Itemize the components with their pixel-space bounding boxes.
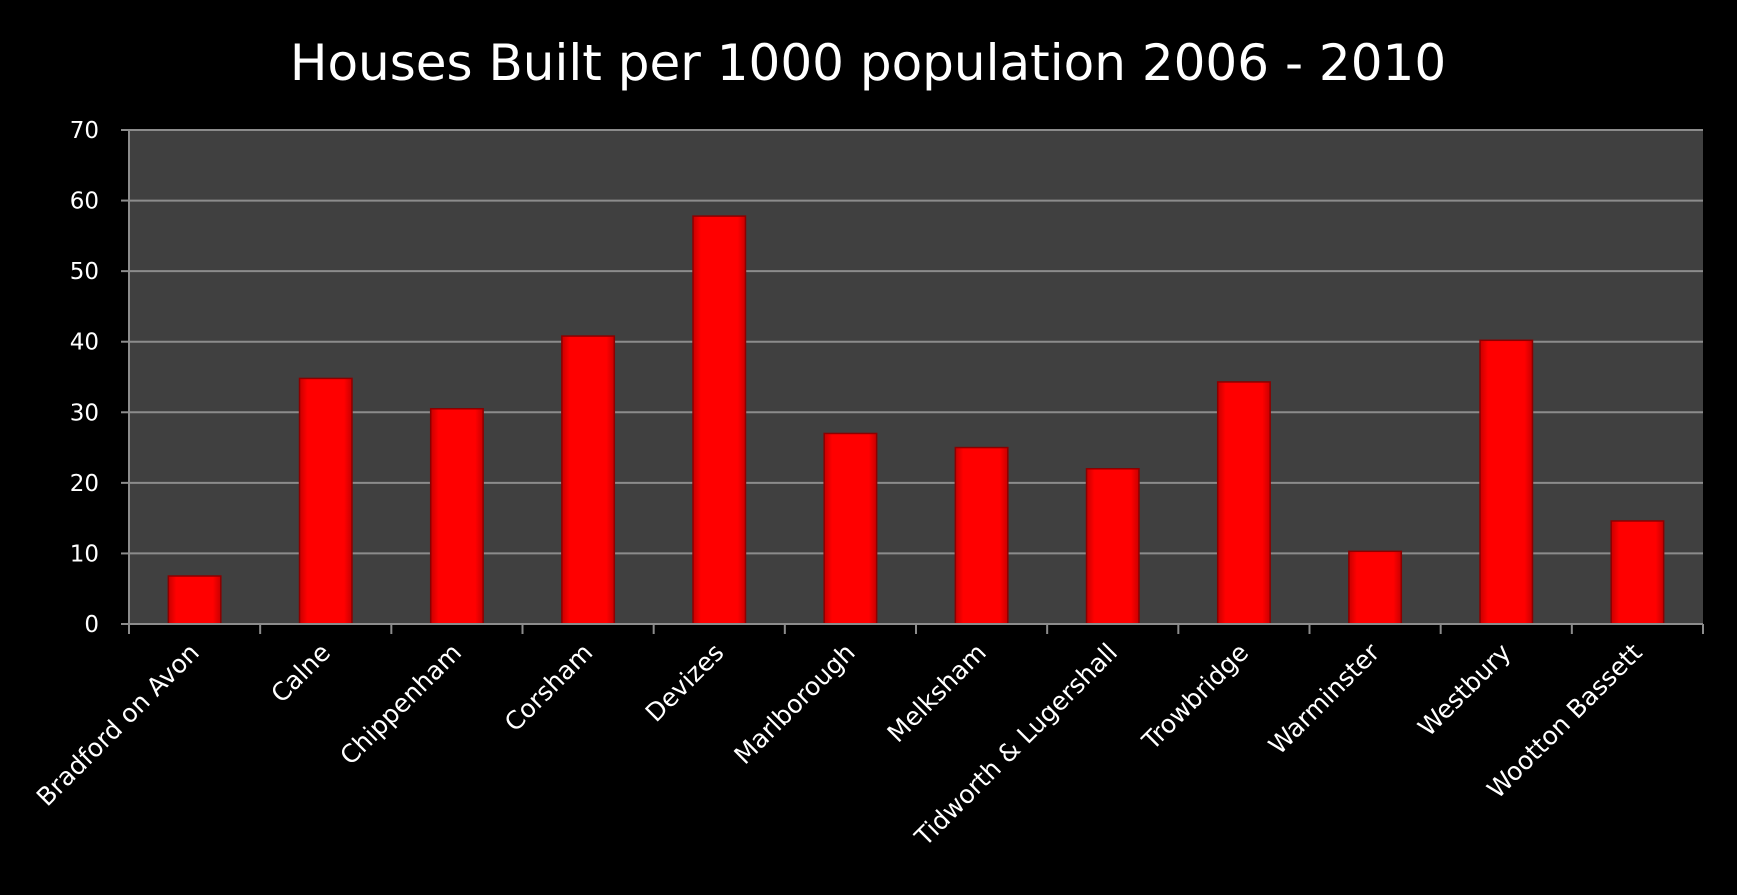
- y-tick-label: 20: [70, 471, 99, 497]
- x-tick-label: Devizes: [640, 638, 730, 728]
- chart-title: Houses Built per 1000 population 2006 - …: [290, 34, 1446, 92]
- y-tick-labels: 0 10 20 30 40 50 60 70: [70, 118, 99, 638]
- bar: [1479, 339, 1534, 625]
- x-tick-label: Marlborough: [729, 638, 861, 770]
- bar: [954, 446, 1009, 625]
- bar: [1610, 520, 1665, 625]
- bar: [692, 215, 747, 625]
- y-tick-label: 10: [70, 541, 99, 567]
- bars: [167, 215, 1665, 625]
- x-tick-label: Melksham: [882, 638, 992, 748]
- x-tick-label: Westbury: [1412, 638, 1516, 742]
- x-tick-label: Trowbridge: [1136, 638, 1254, 756]
- bar: [1085, 467, 1140, 625]
- y-tick-label: 70: [70, 118, 99, 144]
- y-tick-label: 60: [70, 189, 99, 215]
- bar: [1216, 381, 1271, 625]
- axes: [121, 129, 1704, 634]
- bar: [823, 432, 878, 625]
- x-tick-label: Chippenham: [334, 638, 467, 771]
- gridlines: [129, 129, 1703, 555]
- bar: [298, 377, 353, 625]
- bar: [429, 408, 484, 625]
- plot-area: [129, 130, 1703, 624]
- y-tick-label: 0: [84, 612, 99, 638]
- y-tick-label: 30: [70, 400, 99, 426]
- x-tick-label: Corsham: [499, 638, 598, 737]
- bar: [561, 335, 616, 625]
- x-tick-label: Warminster: [1263, 637, 1386, 760]
- x-tick-label: Calne: [265, 638, 336, 709]
- bar: [1348, 550, 1403, 625]
- y-tick-label: 50: [70, 259, 99, 285]
- x-tick-label: Bradford on Avon: [31, 638, 205, 812]
- y-tick-label: 40: [70, 330, 99, 356]
- bar: [167, 575, 222, 625]
